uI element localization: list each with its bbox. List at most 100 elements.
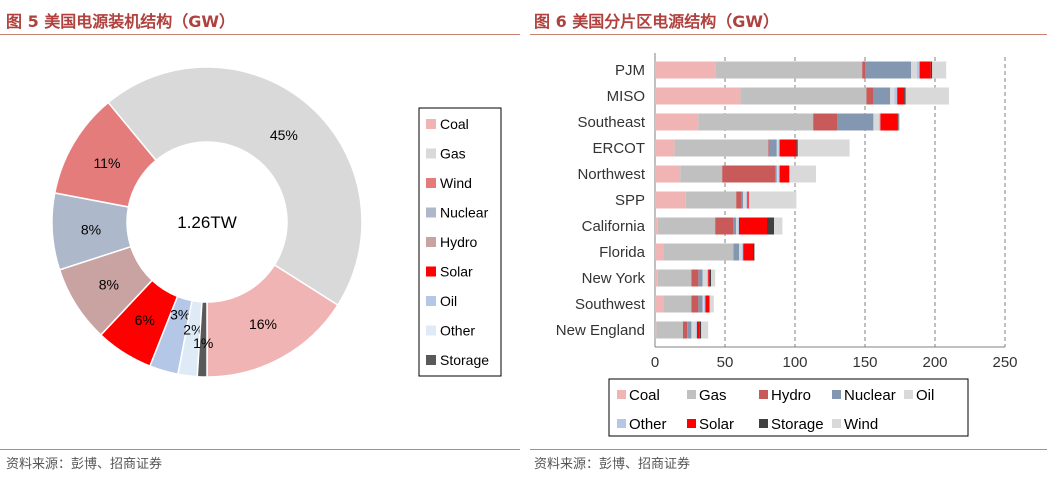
bar-pjm-storage	[930, 61, 933, 79]
legend-label-solar: Solar	[699, 416, 734, 433]
bar-pjm-gas	[715, 61, 863, 79]
slice-label-storage: 1%	[193, 335, 213, 351]
bar-miso-coal	[655, 87, 741, 105]
bar-miso-oil	[890, 87, 895, 105]
legend-label-other: Other	[440, 323, 475, 339]
title-divider	[0, 34, 520, 35]
legend-swatch-coal	[426, 119, 436, 129]
legend-label-wind: Wind	[440, 175, 472, 191]
bar-california-storage	[767, 217, 774, 235]
bar-pjm-nuclear	[865, 61, 912, 79]
legend-label-oil: Oil	[916, 387, 934, 404]
bar-northwest-other	[778, 165, 780, 183]
bar-california-gas	[657, 217, 716, 235]
bar-new-york-gas	[657, 269, 692, 287]
bar-pjm-oil	[911, 61, 917, 79]
legend-label-coal: Coal	[629, 387, 660, 404]
bar-ercot-hydro	[768, 139, 770, 157]
category-label-california: California	[582, 218, 646, 235]
legend-swatch-nuclear	[426, 207, 436, 218]
legend-label-gas: Gas	[440, 146, 466, 162]
legend-swatch-hydro	[759, 390, 768, 399]
bar-pjm-coal	[655, 61, 716, 79]
bar-southeast-nuclear	[837, 113, 874, 131]
bar-new-england-oil	[691, 321, 696, 339]
bar-new-york-nuclear	[698, 269, 703, 287]
legend-label-oil: Oil	[440, 293, 457, 309]
bar-spp-other	[746, 191, 748, 209]
footer-divider	[0, 449, 520, 450]
legend-swatch-gas	[426, 148, 436, 159]
bar-southeast-coal	[655, 113, 699, 131]
bar-pjm-wind	[932, 61, 947, 79]
footer-divider	[530, 449, 1047, 450]
bar-northwest-solar	[779, 165, 790, 183]
x-tick-label: 200	[922, 354, 947, 371]
bar-northwest-oil	[776, 165, 779, 183]
figure-6-panel: 图 6 美国分片区电源结构（GW） 0 50 100 150 200 250 PJM MISO…	[530, 0, 1047, 477]
slice-label-solar: 6%	[135, 312, 155, 328]
bar-northwest-coal	[655, 165, 681, 183]
slice-label-gas: 45%	[270, 127, 298, 143]
legend-label-storage: Storage	[440, 352, 489, 368]
bar-florida-storage	[753, 243, 755, 261]
bar-ercot-solar	[779, 139, 797, 157]
legend-swatch-other	[426, 325, 436, 336]
bar-southwest-solar	[705, 295, 710, 313]
bar-spp-solar	[747, 191, 749, 209]
donut-chart: 16% 45% 11% 8% 8% 6% 3%2%1% 1.26TW Coal Gas Wind Nu…	[51, 66, 502, 378]
slice-label-coal: 16%	[249, 316, 277, 332]
slice-storage	[196, 301, 208, 378]
bar-ercot-wind	[797, 139, 850, 157]
x-tick-label: 150	[852, 354, 877, 371]
pie-legend: Coal Gas Wind Nuclear Hydro Solar Oil Other Stor…	[418, 107, 502, 377]
figure-5-source: 资料来源：彭博、招商证券	[6, 457, 163, 472]
bar-miso-solar	[897, 87, 905, 105]
bar-new-england-nuclear	[687, 321, 692, 339]
bar-california-other	[737, 217, 739, 235]
bar-california-nuclear	[733, 217, 737, 235]
legend-label-coal: Coal	[440, 116, 469, 132]
bar-southwest-wind	[709, 295, 714, 313]
bar-new-england-solar	[697, 321, 700, 339]
bar-southwest-nuclear	[698, 295, 703, 313]
bar-ercot-coal	[655, 139, 675, 157]
slice-label-oil: 3%	[170, 306, 190, 322]
legend-label-storage: Storage	[771, 416, 824, 433]
bar-california-oil	[736, 217, 738, 235]
bar-ercot-storage	[796, 139, 798, 157]
legend-label-nuclear: Nuclear	[440, 205, 489, 221]
bar-southwest-hydro	[691, 295, 699, 313]
bar-spp-hydro	[736, 191, 742, 209]
slice-label-other: 2%	[183, 322, 203, 338]
category-label-southwest: Southwest	[575, 296, 646, 313]
bar-legend: Coal Gas Hydro Nuclear Oil Other Solar Storage W…	[608, 378, 969, 437]
bar-miso-other	[894, 87, 898, 105]
bar-southwest-other	[704, 295, 706, 313]
legend-swatch-oil	[426, 296, 436, 306]
bar-miso-storage	[904, 87, 906, 105]
figure-5-title: 图 5 美国电源装机结构（GW）	[6, 12, 236, 31]
bar-miso-gas	[740, 87, 867, 105]
category-label-miso: MISO	[607, 88, 645, 105]
bar-spp-nuclear	[741, 191, 744, 209]
legend-label-hydro: Hydro	[440, 234, 478, 250]
legend-swatch-oil	[904, 390, 913, 399]
category-label-florida: Florida	[599, 244, 646, 261]
bar-southwest-oil	[702, 295, 704, 313]
bar-florida-other	[741, 243, 744, 261]
legend-label-hydro: Hydro	[771, 387, 811, 404]
bar-florida-solar	[743, 243, 753, 261]
slice-gas	[107, 66, 363, 307]
bar-spp-gas	[685, 191, 737, 209]
bar-spp-wind	[748, 191, 797, 209]
bar-new-york-wind	[711, 269, 716, 287]
category-label-southeast: Southeast	[577, 114, 645, 131]
slice-label-hydro: 8%	[99, 276, 119, 292]
bar-southeast-storage	[897, 113, 899, 131]
bar-new-england-wind	[701, 321, 709, 339]
legend-label-wind: Wind	[844, 416, 878, 433]
bar-ercot-oil	[776, 139, 779, 157]
bar-pjm-hydro	[862, 61, 865, 79]
bar-southeast-wind	[898, 113, 900, 131]
